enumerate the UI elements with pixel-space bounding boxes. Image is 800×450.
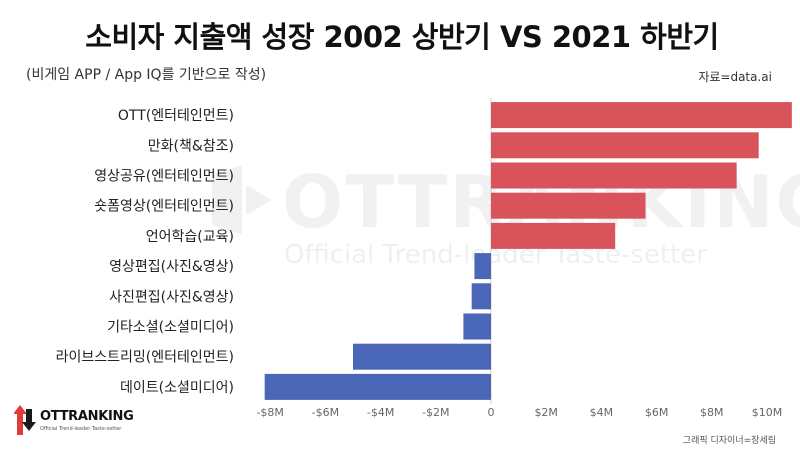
chart-title: 소비자 지출액 성장 2002 상반기 VS 2021 하반기	[85, 20, 719, 54]
x-tick-label: $2M	[534, 406, 558, 419]
bar	[471, 283, 491, 310]
category-label: 숏폼영상(엔터테인먼트)	[94, 199, 234, 215]
source-note: 자료=data.ai	[698, 70, 772, 84]
x-tick-label: -$8M	[256, 406, 283, 419]
category-label: OTT(엔터테인먼트)	[118, 108, 234, 124]
bar	[264, 373, 491, 400]
footer-logo-text: OTTRANKING	[40, 409, 134, 424]
bar	[353, 343, 491, 370]
category-label: 영상편집(사진&영상)	[109, 259, 234, 275]
footer-logo-tagline: Official Trend-leader Taste-setter	[40, 426, 122, 432]
category-label: 만화(책&참조)	[148, 138, 234, 154]
category-label: 데이트(소셜미디어)	[120, 380, 234, 396]
bar	[491, 102, 792, 129]
category-label: 라이브스트리밍(엔터테인먼트)	[56, 350, 234, 366]
footer-logo: OTTRANKING Official Trend-leader Taste-s…	[13, 405, 134, 441]
bar	[491, 132, 759, 159]
category-label: 언어학습(교육)	[146, 229, 234, 245]
x-tick-label: -$6M	[312, 406, 339, 419]
bar	[463, 313, 491, 340]
designer-credit: 그래픽 디자이너=장세림	[682, 436, 776, 446]
x-tick-label: -$2M	[422, 406, 449, 419]
bar	[474, 253, 491, 280]
bar	[491, 192, 646, 219]
ottranking-logo-icon	[13, 405, 36, 435]
x-tick-label: $6M	[645, 406, 669, 419]
bar	[491, 222, 616, 249]
category-label: 사진편집(사진&영상)	[109, 289, 234, 305]
x-tick-label: $4M	[590, 406, 614, 419]
bar	[491, 162, 737, 189]
x-tick-label: 0	[488, 406, 495, 419]
category-label: 영상공유(엔터테인먼트)	[94, 169, 234, 185]
x-tick-label: $10M	[752, 406, 783, 419]
watermark-logo-icon	[212, 165, 272, 235]
category-label: 기타소셜(소셜미디어)	[107, 320, 234, 336]
x-tick-label: $8M	[700, 406, 724, 419]
chart-subtitle: (비게임 APP / App IQ를 기반으로 작성)	[26, 67, 267, 83]
x-tick-label: -$4M	[367, 406, 394, 419]
